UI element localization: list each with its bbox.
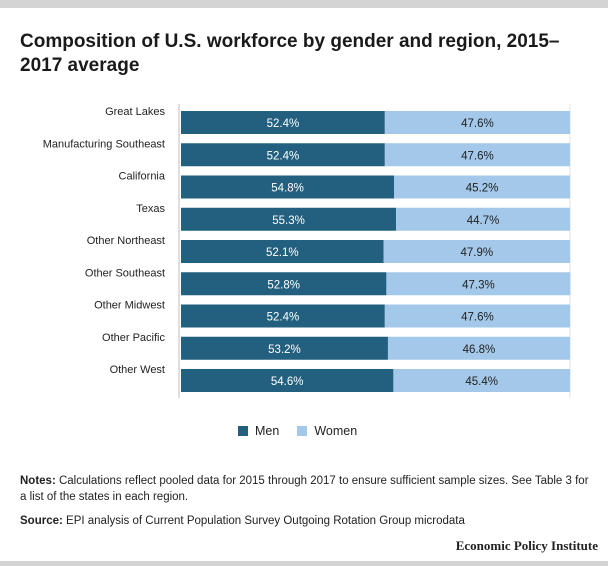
data-label-women: 47.6% — [461, 118, 494, 130]
bar-chart: Great Lakes 52.4% 47.6% Manufacturing South… — [43, 104, 571, 398]
legend-item-men: Men — [238, 424, 279, 438]
data-label-men: 54.6% — [271, 376, 304, 388]
data-label-men: 52.1% — [266, 247, 299, 259]
data-label-men: 52.4% — [267, 118, 300, 130]
legend: Men Women — [238, 424, 375, 438]
bar-men — [181, 336, 388, 360]
source: Source: EPI analysis of Current Populati… — [20, 513, 590, 529]
category-label: Great Lakes — [105, 106, 165, 118]
bar-men — [181, 175, 395, 199]
bar-women — [386, 272, 571, 296]
legend-item-women: Women — [297, 424, 357, 438]
data-label-men: 55.3% — [272, 215, 305, 227]
bar-men — [181, 240, 384, 263]
bar-men — [181, 272, 387, 296]
data-label-women: 45.2% — [466, 183, 499, 195]
data-label-women: 47.6% — [461, 312, 494, 324]
legend-swatch-men — [238, 426, 248, 436]
legend-label-women: Women — [314, 424, 358, 438]
data-label-women: 45.4% — [465, 376, 498, 388]
bar-women — [393, 369, 570, 392]
bar-men — [181, 143, 385, 167]
category-label: Manufacturing Southeast — [43, 138, 165, 150]
bar-women — [384, 111, 570, 134]
category-label: Other Midwest — [94, 300, 165, 312]
data-label-women: 47.6% — [461, 150, 494, 162]
bar-men — [181, 304, 385, 328]
notes-label: Notes: — [20, 475, 56, 487]
bar-women — [396, 207, 570, 231]
bottom-rule — [0, 561, 608, 566]
legend-swatch-women — [297, 426, 308, 436]
category-label: Other Southeast — [85, 267, 165, 279]
data-label-women: 47.3% — [462, 279, 495, 291]
notes: Notes: Calculations reflect pooled data … — [20, 473, 590, 505]
source-label: Source: — [20, 515, 63, 527]
legend-label-men: Men — [255, 424, 280, 438]
bar-men — [181, 207, 397, 231]
data-label-men: 52.8% — [267, 279, 300, 291]
data-label-women: 46.8% — [463, 344, 496, 356]
data-label-women: 44.7% — [467, 215, 500, 227]
data-label-men: 54.8% — [271, 183, 304, 195]
bar-women — [384, 304, 570, 328]
category-label: Other West — [110, 364, 165, 376]
top-rule — [0, 0, 608, 8]
data-label-men: 52.4% — [267, 150, 300, 162]
chart-title: Composition of U.S. workforce by gender … — [20, 31, 560, 76]
category-label: Other Northeast — [87, 235, 165, 247]
notes-text: Calculations reflect pooled data for 201… — [20, 475, 589, 503]
category-label: Texas — [136, 203, 165, 215]
bar-men — [181, 369, 394, 392]
category-label: California — [119, 171, 166, 183]
category-label: Other Pacific — [102, 332, 165, 344]
bar-women — [387, 336, 570, 360]
source-text: EPI analysis of Current Population Surve… — [62, 515, 465, 527]
data-label-women: 47.9% — [461, 247, 494, 259]
bar-women — [384, 143, 570, 167]
data-label-men: 52.4% — [267, 312, 300, 324]
brand-logo: Economic Policy Institute — [455, 538, 598, 553]
data-label-men: 53.2% — [268, 344, 301, 356]
bar-women — [394, 175, 570, 199]
bar-men — [181, 111, 385, 134]
bar-women — [383, 240, 570, 263]
